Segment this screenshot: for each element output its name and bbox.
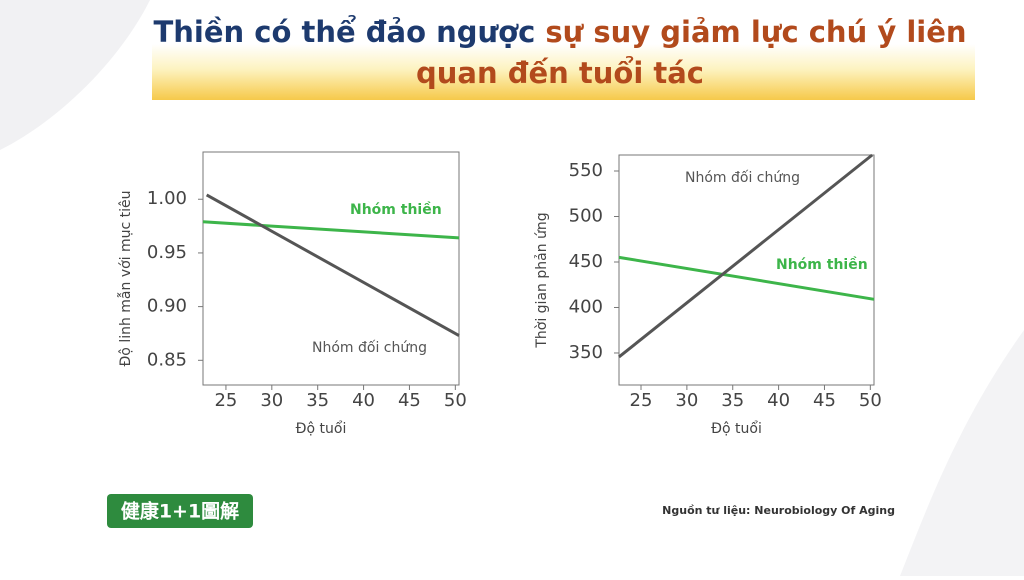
x-tick-label: 50 — [859, 390, 882, 411]
x-tick-label: 35 — [306, 390, 329, 411]
plot-frame — [202, 151, 460, 386]
y-tick-label: 550 — [569, 160, 603, 181]
title-rest: sự suy giảm lực chú ý liên — [545, 15, 966, 49]
series-line — [205, 193, 460, 337]
y-tick-label: 350 — [569, 342, 603, 363]
x-axis-label: Độ tuổi — [296, 420, 347, 437]
x-tick-label: 50 — [444, 390, 467, 411]
series-label: Nhóm đối chứng — [685, 169, 800, 186]
y-tick-label: 450 — [569, 251, 603, 272]
y-tick-label: 0.85 — [147, 349, 187, 370]
x-tick-label: 45 — [813, 390, 836, 411]
series-line — [202, 220, 460, 240]
x-tick-label: 35 — [721, 390, 744, 411]
series-label: Nhóm thiền — [350, 201, 442, 218]
x-tick-label: 30 — [675, 390, 698, 411]
x-tick-label: 25 — [630, 390, 653, 411]
y-tick-label: 400 — [569, 296, 603, 317]
logo-text: 健康1+1圖解 — [121, 500, 239, 523]
title-rest-2: quan đến tuổi tác — [416, 56, 704, 90]
plot-frame — [618, 154, 875, 386]
x-tick-label: 40 — [352, 390, 375, 411]
title-band — [152, 44, 975, 100]
y-tick-label: 0.95 — [147, 242, 187, 263]
x-tick-label: 40 — [767, 390, 790, 411]
series-line — [618, 255, 875, 301]
y-tick-label: 500 — [569, 206, 603, 227]
y-tick-label: 0.90 — [147, 296, 187, 317]
y-axis-label: Độ linh mẫn với mục tiêu — [117, 190, 134, 366]
title-lead: Thiền có thể đảo ngược — [153, 15, 535, 49]
series-line — [618, 153, 874, 359]
bg-shape — [0, 0, 150, 150]
bg-shape — [900, 330, 1024, 576]
source: Nguồn tư liệu: Neurobiology Of Aging — [662, 504, 895, 517]
x-tick-label: 25 — [214, 390, 237, 411]
series-label: Nhóm đối chứng — [312, 339, 427, 356]
logo-small: HEALTH — [114, 494, 137, 501]
y-tick-label: 1.00 — [147, 188, 187, 209]
logo: HEALTH 健康1+1圖解 — [107, 494, 253, 528]
series-label: Nhóm thiền — [776, 256, 868, 273]
y-axis-label: Thời gian phản ứng — [534, 212, 550, 348]
title: Thiền có thể đảo ngược sự suy giảm lực c… — [153, 15, 966, 49]
logo-box — [107, 494, 253, 528]
x-tick-label: 45 — [398, 390, 421, 411]
x-axis-label: Độ tuổi — [711, 420, 762, 437]
x-tick-label: 30 — [260, 390, 283, 411]
